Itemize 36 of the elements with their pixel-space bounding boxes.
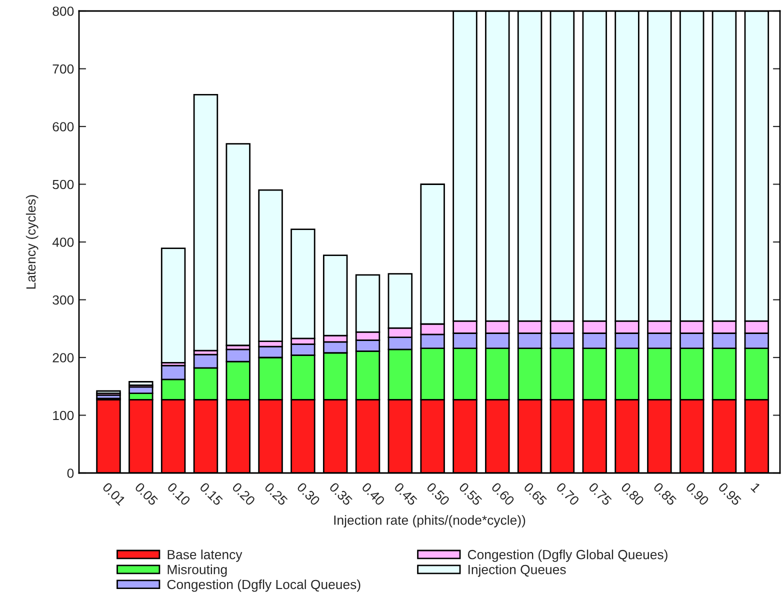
x-tick-label: 0.55 [458, 482, 483, 506]
legend-label: Injection Queues [468, 564, 566, 577]
x-tick-label: 0.85 [652, 482, 677, 506]
legend-label: Base latency [168, 550, 242, 562]
x-tick-label: 0.05 [134, 482, 158, 506]
legend-label: Congestion (Dgfly Global Queues) [468, 550, 668, 562]
y-tick-label: 500 [52, 180, 74, 190]
x-tick-label: 0.40 [361, 482, 386, 506]
y-tick-label: 0 [67, 468, 74, 478]
x-tick-label: 0.80 [620, 482, 645, 506]
x-tick-label: 0.25 [264, 482, 288, 506]
x-tick-label: 0.45 [394, 482, 418, 506]
y-tick-label: 100 [53, 410, 74, 420]
y-tick-label: 800 [52, 6, 74, 16]
x-tick-label: 0.10 [166, 482, 191, 506]
x-tick-label: 0.90 [685, 482, 710, 506]
x-tick-label: 0.60 [490, 482, 515, 506]
x-tick-label: 0.70 [556, 482, 580, 506]
x-tick-label: 0.30 [296, 482, 320, 506]
legend-label: Congestion (Dgfly Local Queues) [167, 579, 360, 592]
x-tick-label: 1 [750, 482, 762, 493]
y-tick-label: 300 [52, 295, 74, 305]
x-tick-label: 0.50 [426, 482, 450, 506]
y-tick-label: 700 [52, 64, 74, 74]
y-tick-label: 600 [52, 122, 74, 132]
x-axis-title: Injection rate (phits/(node*cycle)) [334, 515, 526, 528]
y-tick-label: 200 [52, 353, 74, 362]
x-tick-label: 0.20 [232, 482, 256, 506]
y-axis-title: Latency (cycles) [26, 195, 38, 289]
x-tick-label: 0.15 [199, 482, 224, 506]
x-tick-label: 0.65 [523, 482, 548, 506]
y-tick-label: 400 [52, 238, 74, 247]
x-tick-label: 0.75 [588, 482, 612, 506]
x-tick-label: 0.35 [328, 482, 353, 506]
legend-label: Misrouting [168, 564, 227, 577]
x-tick-label: 0.95 [718, 482, 742, 506]
